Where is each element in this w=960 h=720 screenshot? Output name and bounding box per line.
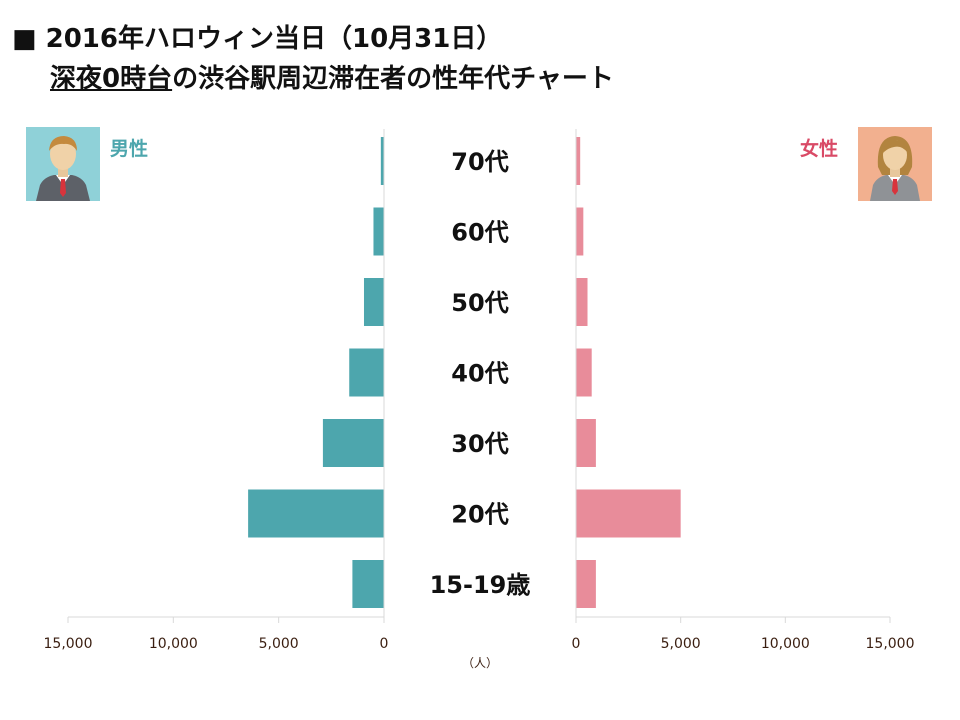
female-bar bbox=[576, 207, 584, 256]
male-bar bbox=[373, 207, 384, 256]
male-bar bbox=[352, 560, 384, 608]
male-tick-label: 15,000 bbox=[44, 636, 93, 652]
female-bar bbox=[576, 278, 588, 326]
category-label: 15-19歳 bbox=[430, 571, 531, 599]
female-tick-label: 10,000 bbox=[761, 636, 810, 652]
unit-label: （人） bbox=[462, 656, 498, 670]
male-avatar-hair bbox=[49, 136, 77, 151]
male-avatar-face bbox=[50, 138, 76, 170]
female-bar bbox=[576, 348, 592, 397]
category-label: 70代 bbox=[451, 148, 508, 176]
category-label: 20代 bbox=[451, 501, 508, 529]
category-label: 40代 bbox=[451, 360, 508, 388]
female-avatar-tie bbox=[892, 179, 898, 195]
female-avatar-icon bbox=[858, 127, 932, 201]
category-label: 50代 bbox=[451, 289, 508, 317]
male-bar bbox=[322, 419, 384, 467]
female-bar bbox=[576, 137, 581, 185]
female-tick-label: 15,000 bbox=[866, 636, 915, 652]
male-tick-label: 5,000 bbox=[259, 636, 299, 652]
male-bar bbox=[349, 348, 384, 397]
male-bar bbox=[248, 489, 384, 538]
female-bar bbox=[576, 419, 596, 467]
male-avatar-icon bbox=[26, 127, 100, 201]
female-bar bbox=[576, 560, 596, 608]
male-tick-label: 10,000 bbox=[149, 636, 198, 652]
category-label: 30代 bbox=[451, 430, 508, 458]
male-bar bbox=[380, 137, 384, 185]
male-label: 男性 bbox=[110, 138, 149, 160]
female-avatar-bangs bbox=[883, 139, 908, 153]
female-tick-label: 5,000 bbox=[661, 636, 701, 652]
female-label: 女性 bbox=[800, 138, 839, 160]
male-avatar-neck bbox=[58, 165, 68, 177]
chart-title: ■ 2016年ハロウィン当日（10月31日） bbox=[12, 24, 503, 54]
male-bar bbox=[363, 278, 384, 326]
chart-subtitle: 深夜0時台の渋谷駅周辺滞在者の性年代チャート bbox=[50, 58, 614, 95]
chart-subtitle-underlined: 深夜0時台 bbox=[50, 64, 173, 94]
male-tick-label: 0 bbox=[380, 636, 389, 652]
category-label: 60代 bbox=[451, 219, 508, 247]
female-avatar-neck bbox=[890, 165, 900, 177]
male-avatar-tie bbox=[60, 179, 66, 197]
female-bar bbox=[576, 489, 681, 538]
female-tick-label: 0 bbox=[572, 636, 581, 652]
chart-subtitle-rest: の渋谷駅周辺滞在者の性年代チャート bbox=[172, 64, 614, 94]
